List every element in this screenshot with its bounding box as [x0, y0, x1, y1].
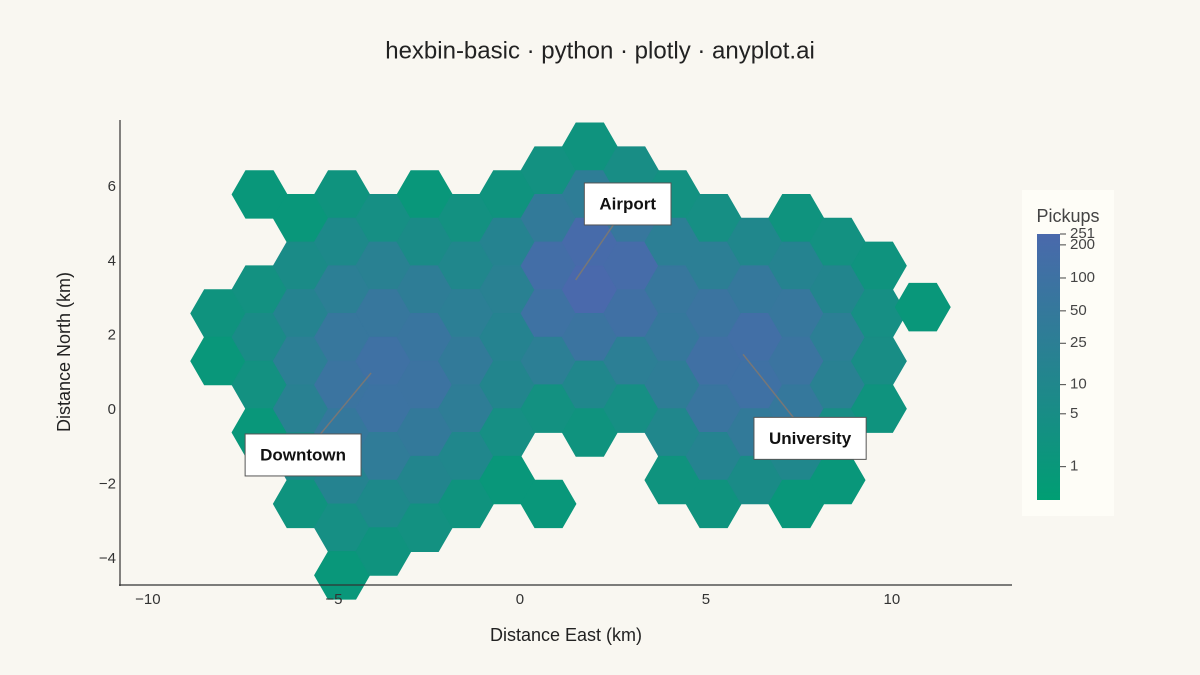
- hex-layer: [190, 122, 951, 600]
- x-tick-label: 0: [516, 591, 524, 608]
- colorbar: [1037, 234, 1060, 500]
- colorbar-tick-label: 5: [1070, 405, 1078, 422]
- x-tick-label: −10: [135, 591, 160, 608]
- x-tick-label: 5: [702, 591, 710, 608]
- y-tick-label: −2: [99, 476, 116, 493]
- colorbar-tick-label: 251: [1070, 225, 1095, 242]
- x-tick-label: −5: [325, 591, 342, 608]
- y-tick-label: 6: [108, 178, 116, 195]
- annotation-box: [583, 182, 672, 226]
- colorbar-tick-label: 25: [1070, 334, 1087, 351]
- colorbar-tick-label: 1: [1070, 458, 1078, 475]
- chart-title: hexbin-basic · python · plotly · anyplot…: [385, 37, 815, 64]
- x-tick-label: 10: [884, 591, 901, 608]
- y-axis-label: Distance North (km): [54, 272, 74, 432]
- y-tick-label: 2: [108, 327, 116, 344]
- colorbar-box: [1022, 190, 1114, 516]
- annotation-label: University: [769, 429, 852, 448]
- y-tick-label: 0: [108, 401, 116, 418]
- colorbar-tick-label: 10: [1070, 376, 1087, 393]
- y-tick-label: 4: [108, 252, 116, 269]
- annotation-box: [244, 433, 362, 477]
- annotation-label: Airport: [599, 194, 656, 213]
- colorbar-tick-label: 200: [1070, 236, 1095, 253]
- hexbin: [894, 282, 951, 332]
- annotation-label: Downtown: [260, 445, 346, 464]
- colorbar-tick-label: 50: [1070, 302, 1087, 319]
- annotation-box: [753, 416, 867, 460]
- hexbin: [520, 479, 577, 529]
- x-axis-label: Distance East (km): [490, 625, 642, 645]
- colorbar-title: Pickups: [1036, 206, 1099, 226]
- colorbar-tick-label: 100: [1070, 269, 1095, 286]
- y-tick-label: −4: [99, 550, 116, 567]
